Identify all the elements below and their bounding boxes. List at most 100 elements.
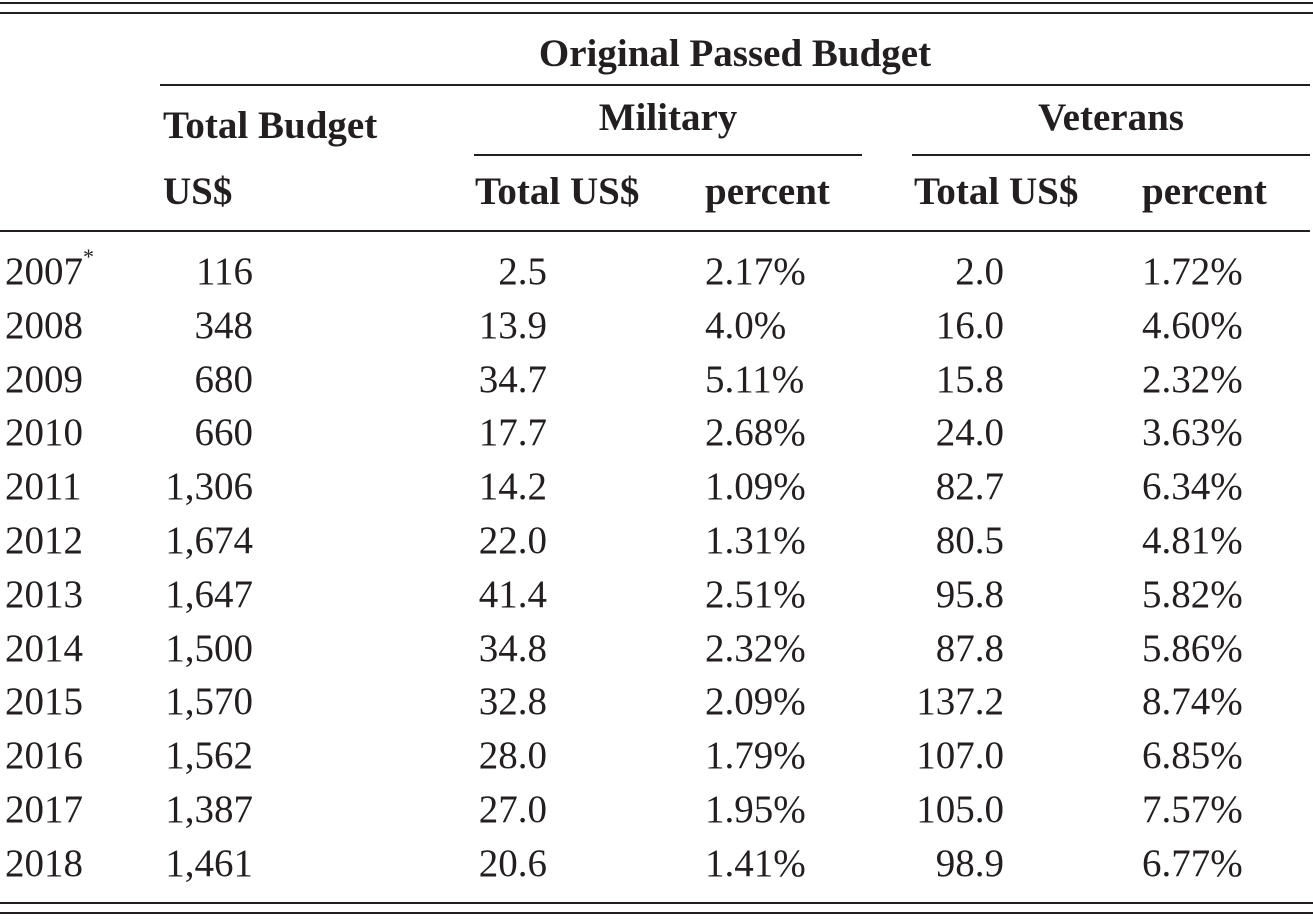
military-total-cell-text: 34.7	[478, 357, 547, 401]
year-cell: 2010	[5, 411, 125, 455]
military-rule	[474, 154, 862, 156]
military-total-cell-text: 41.4	[478, 572, 547, 616]
military-pct-cell-text: 2.32%	[705, 626, 806, 670]
military-pct-cell: 5.11%	[705, 358, 855, 402]
military-total-cell-text: 14.2	[478, 465, 547, 509]
year-cell: 2018	[5, 842, 125, 886]
year-cell-text: 2016	[5, 734, 83, 778]
veterans-total-cell: 137.2	[908, 680, 1004, 724]
bottom-rule-2	[0, 912, 1313, 914]
total-budget-cell: 116	[160, 250, 253, 294]
bottom-rule-1	[0, 902, 1313, 904]
total-budget-cell-text: 660	[194, 411, 254, 455]
military-total-cell-text: 34.8	[478, 626, 547, 670]
military-pct-cell: 2.51%	[705, 573, 855, 617]
veterans-total-cell-text: 82.7	[935, 465, 1004, 509]
military-pct-cell-text: 1.09%	[705, 465, 806, 509]
total-budget-cell-text: 680	[194, 357, 254, 401]
veterans-pct-cell: 6.85%	[1142, 734, 1292, 778]
total-budget-cell: 1,647	[160, 573, 253, 617]
veterans-pct-cell-text: 8.74%	[1142, 680, 1243, 724]
veterans-total-cell-text: 107.0	[916, 734, 1004, 778]
veterans-total-cell-text: 95.8	[935, 572, 1004, 616]
veterans-label: Veterans	[1038, 96, 1184, 139]
veterans-total-cell: 24.0	[908, 411, 1004, 455]
military-pct-cell: 1.31%	[705, 519, 855, 563]
veterans-pct-cell: 1.72%	[1142, 250, 1292, 294]
military-pct-cell-text: 2.17%	[705, 250, 806, 293]
total-budget-cell: 1,570	[160, 680, 253, 724]
military-pct-cell-text: 5.11%	[705, 357, 805, 401]
military-pct-cell: 1.95%	[705, 788, 855, 832]
veterans-pct-cell: 5.82%	[1142, 573, 1292, 617]
military-pct-cell-text: 1.95%	[705, 788, 806, 831]
veterans-total-cell: 16.0	[908, 304, 1004, 348]
veterans-pct-cell: 6.77%	[1142, 842, 1292, 886]
year-cell-text: 2015	[5, 680, 83, 724]
military-total-cell: 13.9	[470, 304, 547, 348]
military-total-cell-text: 2.5	[498, 250, 547, 293]
military-percent-label: percent	[705, 170, 830, 213]
year-cell-text: 2018	[5, 841, 83, 885]
veterans-pct-cell-text: 2.32%	[1142, 357, 1243, 401]
military-pct-cell: 2.68%	[705, 411, 855, 455]
military-pct-cell: 1.41%	[705, 842, 855, 886]
veterans-pct-cell-text: 6.77%	[1142, 841, 1243, 885]
military-pct-cell: 2.32%	[705, 627, 855, 671]
military-pct-cell: 1.09%	[705, 465, 855, 509]
veterans-total-cell-text: 15.8	[935, 357, 1004, 401]
military-pct-cell: 2.17%	[705, 250, 855, 294]
military-total-cell: 20.6	[470, 842, 547, 886]
military-pct-cell-text: 2.51%	[705, 572, 806, 616]
total-budget-cell: 680	[160, 357, 254, 402]
veterans-pct-cell: 4.81%	[1142, 519, 1292, 563]
military-total-cell: 14.2	[470, 465, 547, 509]
year-cell-text: 2013	[5, 572, 83, 616]
veterans-rule	[912, 154, 1310, 156]
veterans-total-cell-text: 105.0	[916, 788, 1004, 831]
total-budget-cell-text: 1,647	[165, 572, 253, 616]
footnote-marker: *	[83, 244, 94, 269]
military-total-cell: 17.7	[470, 411, 547, 455]
veterans-pct-cell-text: 6.34%	[1142, 465, 1243, 509]
year-cell: 2017	[5, 788, 125, 832]
military-total-cell-text: 22.0	[478, 519, 547, 562]
veterans-total-cell: 87.8	[908, 627, 1004, 671]
total-budget-cell: 1,387	[160, 788, 253, 832]
veterans-total-cell: 107.0	[908, 734, 1004, 778]
military-pct-cell-text: 4.0%	[705, 303, 787, 347]
total-budget-cell: 1,306	[160, 465, 253, 509]
military-total-cell: 28.0	[470, 734, 547, 778]
veterans-pct-cell-text: 5.82%	[1142, 572, 1243, 616]
military-label: Military	[598, 96, 738, 139]
group-title-rule	[160, 84, 1310, 86]
total-budget-cell-text: 1,500	[165, 626, 253, 670]
year-cell: 2008	[5, 304, 125, 348]
military-pct-cell-text: 2.68%	[705, 411, 806, 455]
veterans-total-cell: 15.8	[908, 358, 1004, 402]
veterans-pct-cell-text: 6.85%	[1142, 734, 1243, 778]
veterans-pct-cell: 4.60%	[1142, 304, 1292, 348]
military-total-cell-text: 13.9	[478, 303, 547, 347]
year-cell-text: 2014	[5, 626, 83, 670]
year-cell: 2014	[5, 627, 125, 671]
total-budget-cell: 1,674	[160, 519, 253, 563]
total-budget-cell: 660	[160, 411, 254, 455]
top-rule-1	[0, 2, 1313, 4]
military-pct-cell: 4.0%	[705, 304, 855, 348]
military-total-cell-text: 20.6	[478, 841, 547, 885]
total-budget-cell: 348	[160, 304, 254, 348]
veterans-pct-cell: 6.34%	[1142, 465, 1292, 509]
veterans-pct-cell: 5.86%	[1142, 627, 1292, 671]
veterans-pct-cell-text: 4.60%	[1142, 303, 1243, 347]
year-cell: 2007*	[5, 246, 125, 294]
military-total-cell-text: 17.7	[478, 411, 547, 455]
military-total-label: Total US$	[475, 170, 640, 213]
veterans-total-label: Total US$	[914, 170, 1079, 213]
total-budget-cell-text: 1,461	[165, 841, 253, 885]
military-pct-cell: 1.79%	[705, 734, 855, 778]
total-budget-label: Total Budget	[163, 104, 378, 147]
year-cell-text: 2011	[5, 465, 82, 509]
veterans-pct-cell: 2.32%	[1142, 358, 1292, 402]
total-budget-cell: 1,461	[160, 842, 253, 886]
